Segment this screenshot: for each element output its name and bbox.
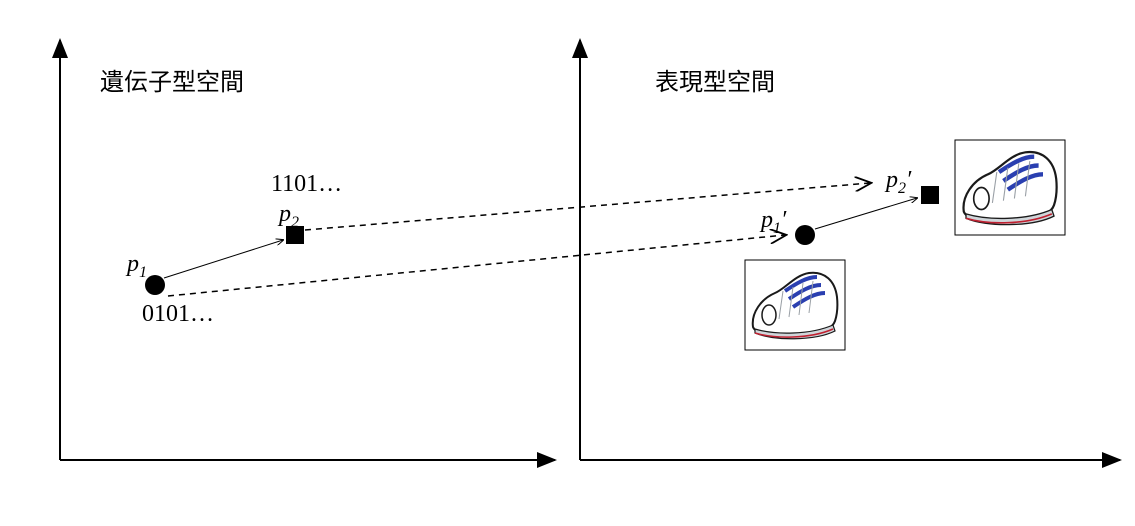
p2-label: p2 — [277, 201, 299, 231]
right-title: 表現型空間 — [655, 69, 775, 96]
p1prime-label: p1′ — [759, 207, 787, 237]
p2prime-label: p2′ — [884, 167, 912, 197]
p1prime-marker — [795, 225, 815, 245]
left-title: 遺伝子型空間 — [100, 69, 244, 96]
p1-marker — [145, 275, 165, 295]
p2prime-marker — [921, 186, 939, 204]
p1-binary: 0101… — [142, 301, 214, 327]
p2-binary: 1101… — [271, 171, 342, 197]
p1-label: p1 — [125, 251, 147, 281]
phenotype-shoe-icons — [745, 140, 1065, 350]
right-axes — [580, 40, 1120, 460]
left-axes — [60, 40, 555, 460]
